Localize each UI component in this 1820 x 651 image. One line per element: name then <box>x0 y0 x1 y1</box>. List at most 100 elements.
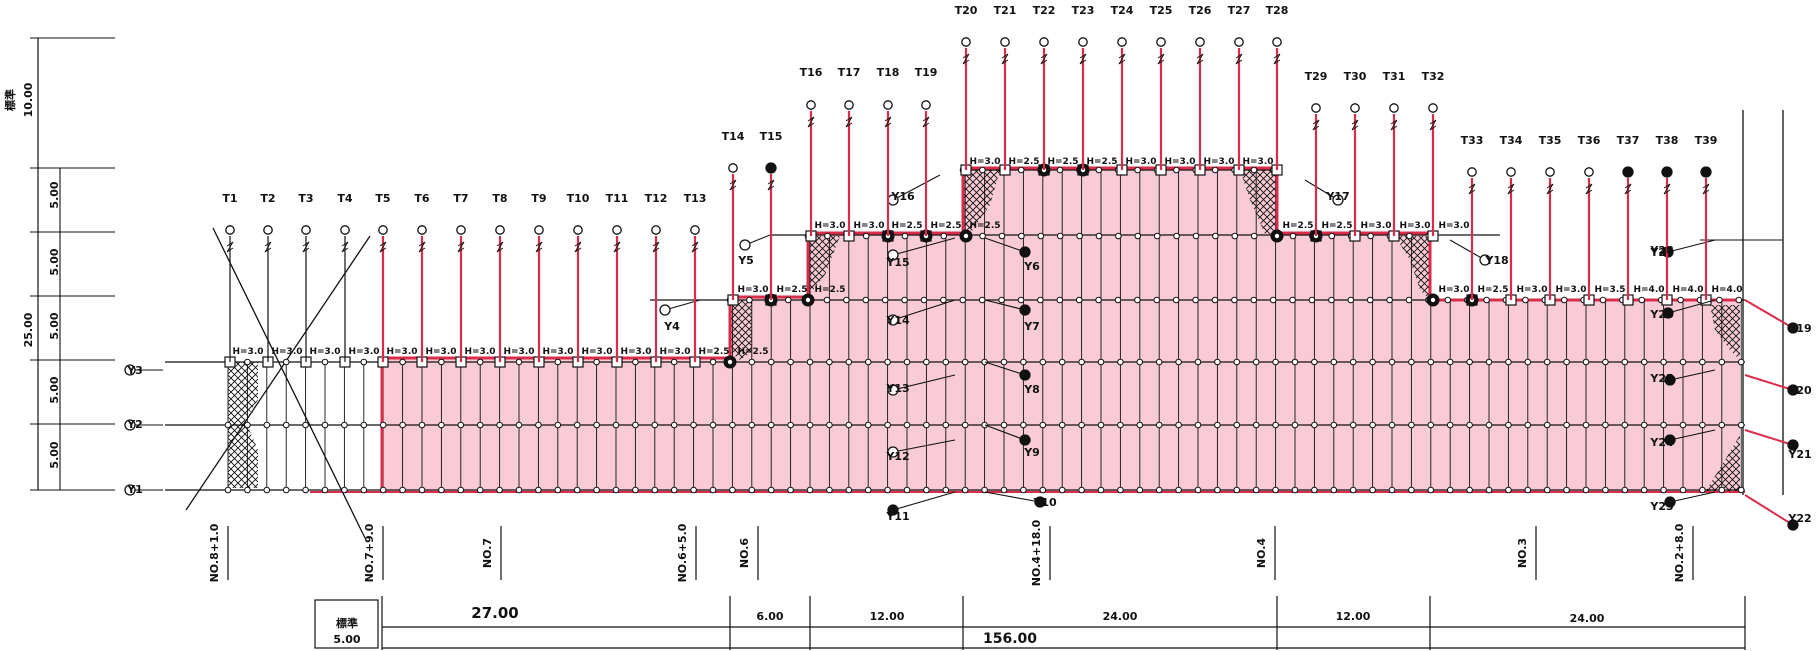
grid-node <box>670 421 678 429</box>
grid-node <box>961 486 969 494</box>
anchor-head <box>883 100 893 110</box>
grid-node <box>1076 232 1083 240</box>
bottom-dim-label: 24.00 <box>1570 612 1605 625</box>
t-label: T6 <box>414 192 430 205</box>
grid-node <box>535 486 542 494</box>
grid-node <box>1330 358 1338 366</box>
tieback-anchor <box>1019 434 1031 446</box>
grid-node <box>1192 296 1199 304</box>
tieback-line <box>1304 179 1339 201</box>
removed-section-cross <box>185 227 371 539</box>
tieback-line <box>892 374 956 391</box>
grid-node <box>1134 296 1141 304</box>
bottom-dim-label: 6.00 <box>756 610 783 623</box>
grid-node <box>1543 358 1551 366</box>
h-label: H=3.0 <box>969 157 1000 167</box>
t-label: T39 <box>1695 134 1718 147</box>
t-label: T35 <box>1539 134 1562 147</box>
h-label: H=3.0 <box>1242 157 1273 167</box>
grid-node <box>651 421 659 429</box>
break-mark <box>1118 53 1126 65</box>
break-mark <box>1390 119 1398 131</box>
tieback-anchor <box>124 484 136 496</box>
grid-node <box>748 486 756 494</box>
tieback-line <box>892 237 956 256</box>
grid-node <box>1524 486 1532 494</box>
tieback-anchor <box>659 304 671 316</box>
anchor-head <box>456 225 466 235</box>
break-mark <box>1429 119 1437 131</box>
grid-node <box>845 358 853 366</box>
y-label: Y21 <box>1787 448 1811 461</box>
grid-node <box>1000 421 1008 429</box>
grid-node <box>263 421 271 429</box>
grid-node <box>418 486 426 494</box>
t-label: T19 <box>915 66 938 79</box>
grid-node <box>1621 421 1629 429</box>
break-mark <box>302 241 310 253</box>
break-mark <box>418 241 426 253</box>
h-label: H=3.0 <box>1203 157 1234 167</box>
anchor-head <box>1506 167 1516 177</box>
standard-box <box>314 599 379 649</box>
grid-node <box>864 421 872 429</box>
grid-node <box>1699 486 1706 494</box>
grid-node <box>1017 166 1025 174</box>
grid-node <box>1602 358 1609 366</box>
h-label: H=3.0 <box>1555 285 1586 295</box>
grid-node <box>1291 421 1299 429</box>
t-label: T28 <box>1266 4 1289 17</box>
station-label: NO.7+9.0 <box>363 523 376 582</box>
t-label: T2 <box>260 192 275 205</box>
anchor-head <box>1350 103 1360 113</box>
break-mark <box>1001 53 1009 65</box>
grid-node <box>787 421 794 429</box>
y-label: Y18 <box>1484 254 1508 267</box>
grid-node <box>263 486 271 494</box>
y-label: Y12 <box>885 450 909 463</box>
bottom-dim-label: 27.00 <box>471 604 518 622</box>
grid-node <box>1505 421 1512 429</box>
y-label: Y25 <box>1649 372 1673 385</box>
h-label: H=3.0 <box>271 347 302 357</box>
h-label: H=3.0 <box>464 347 495 357</box>
break-mark <box>264 241 272 253</box>
h-label: H=4.0 <box>1711 285 1742 295</box>
grid-node <box>806 486 814 494</box>
grid-node <box>1718 421 1726 429</box>
tieback-line <box>1669 491 1716 503</box>
grid-node <box>923 358 930 366</box>
tieback-line <box>1667 239 1716 253</box>
break-mark <box>341 241 349 253</box>
break-mark <box>574 241 582 253</box>
grid-node <box>1115 232 1122 240</box>
grid-node <box>787 358 794 366</box>
y-label: Y27 <box>1649 246 1673 259</box>
grid-node <box>862 232 870 240</box>
shaded-area <box>382 168 1740 492</box>
grid-node <box>748 358 756 366</box>
grid-node <box>1446 486 1454 494</box>
grid-node <box>1308 296 1316 304</box>
grid-node <box>1524 421 1532 429</box>
grid-node <box>1388 486 1396 494</box>
grid-node <box>1037 232 1045 240</box>
grid-node <box>1231 232 1239 240</box>
t-label: T7 <box>453 192 468 205</box>
grid-node <box>593 421 600 429</box>
station-label: NO.4 <box>1255 538 1268 568</box>
left-dim-label: 標準 <box>3 89 17 111</box>
grid-node <box>1020 358 1027 366</box>
h-label: H=3.0 <box>1125 157 1156 167</box>
grid-node <box>1155 486 1163 494</box>
grid-node <box>806 421 814 429</box>
grid-node <box>1291 486 1299 494</box>
break-mark <box>1624 183 1632 195</box>
station-label: NO.3 <box>1516 538 1529 568</box>
grid-node <box>1582 358 1590 366</box>
grid-node <box>1117 421 1124 429</box>
grid-node <box>360 358 368 366</box>
grid-node <box>729 486 736 494</box>
h-label: H=3.0 <box>1516 285 1547 295</box>
grid-node <box>360 421 368 429</box>
